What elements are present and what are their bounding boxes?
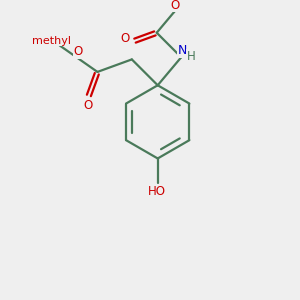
Text: N: N: [178, 44, 187, 57]
Text: O: O: [73, 45, 83, 58]
Text: HO: HO: [148, 185, 166, 198]
Text: H: H: [187, 50, 195, 63]
Text: O: O: [170, 0, 180, 12]
Text: O: O: [120, 32, 129, 45]
Text: O: O: [84, 99, 93, 112]
Text: methyl: methyl: [32, 36, 71, 46]
